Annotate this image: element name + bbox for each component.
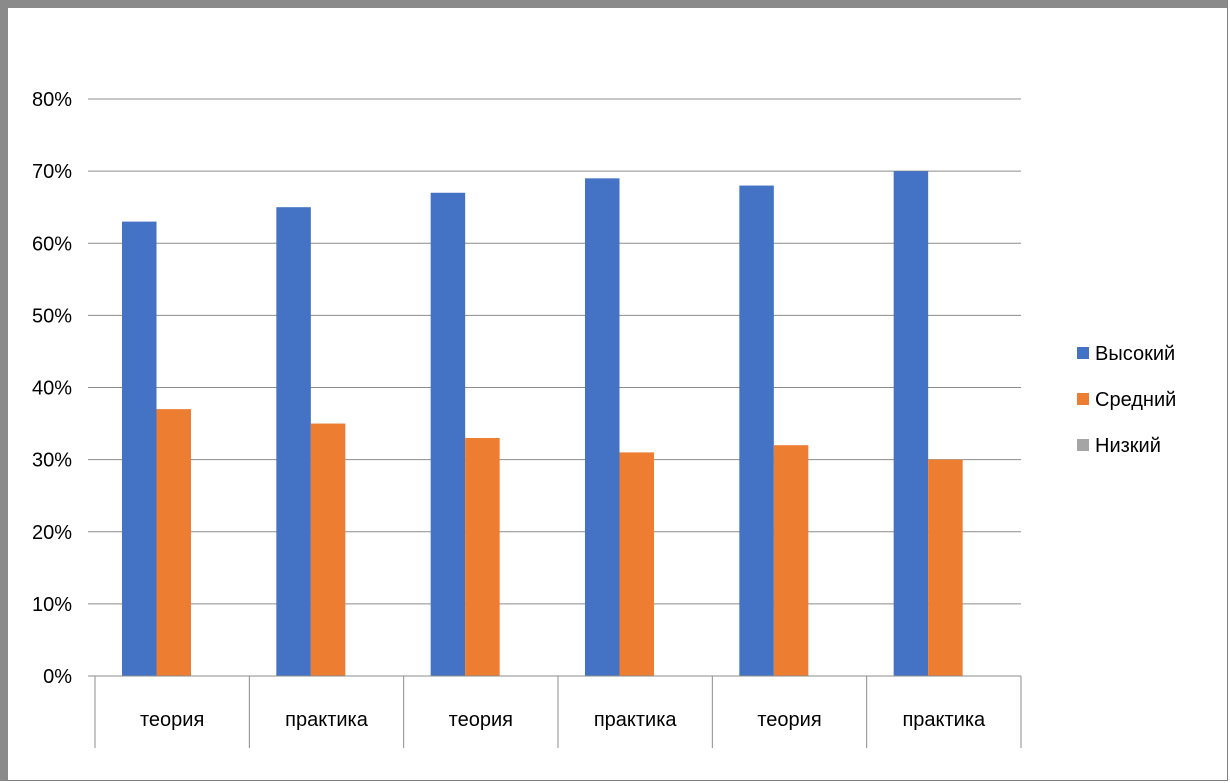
- x-category-label: практика: [594, 709, 678, 731]
- y-tick-label: 40%: [32, 378, 72, 400]
- legend-swatch: [1077, 393, 1089, 405]
- y-tick-label: 20%: [32, 522, 72, 544]
- y-tick-label: 0%: [43, 666, 72, 688]
- x-category-label: теория: [140, 709, 204, 731]
- legend-label: Высокий: [1095, 343, 1175, 365]
- y-tick-label: 10%: [32, 594, 72, 616]
- bar-высокий-2: [276, 207, 311, 676]
- grid-layer: [88, 98, 1021, 677]
- bar-средний-6: [928, 459, 963, 676]
- legend-swatch: [1077, 439, 1089, 451]
- x-category-label: теория: [449, 709, 513, 731]
- legend-swatch: [1077, 347, 1089, 359]
- bar-средний-2: [310, 423, 346, 676]
- bar-высокий-5: [739, 185, 774, 677]
- y-tick-label: 30%: [32, 450, 72, 472]
- y-tick-label: 70%: [32, 161, 72, 183]
- y-tick-label: 80%: [32, 89, 72, 111]
- bar-средний-5: [773, 445, 809, 676]
- y-tick-label: 60%: [32, 233, 72, 255]
- legend-label: Низкий: [1095, 435, 1161, 457]
- axis-layer: 0% 10% 20% 30% 40% 50% 60% 70% 80% теория практика…: [32, 89, 1022, 748]
- bar-средний-1: [156, 409, 191, 676]
- bar-средний-4: [619, 452, 654, 676]
- legend: Высокий Средний Низкий: [1077, 343, 1176, 457]
- y-tick-label: 50%: [32, 305, 72, 327]
- bar-средний-3: [465, 437, 500, 676]
- bar-высокий-1: [122, 221, 157, 677]
- x-category-label: теория: [757, 709, 821, 731]
- bar-высокий-3: [430, 192, 466, 676]
- bars-layer: [122, 171, 963, 677]
- x-category-label: практика: [285, 709, 369, 731]
- bar-высокий-6: [893, 171, 929, 676]
- bar-высокий-4: [585, 178, 620, 676]
- legend-label: Средний: [1095, 389, 1176, 411]
- x-category-label: практика: [902, 709, 986, 731]
